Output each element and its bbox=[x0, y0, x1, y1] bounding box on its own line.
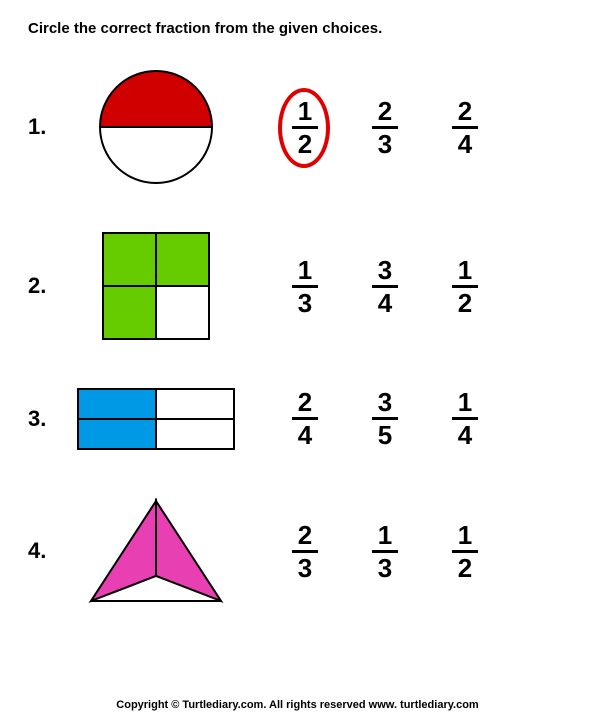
numerator: 1 bbox=[458, 522, 472, 548]
choices-row: 2 4 3 5 1 4 bbox=[286, 385, 484, 452]
fraction-choice[interactable]: 1 2 bbox=[446, 518, 484, 585]
denominator: 2 bbox=[298, 131, 312, 157]
denominator: 3 bbox=[378, 131, 392, 157]
denominator: 4 bbox=[458, 422, 472, 448]
fraction-choice[interactable]: 3 5 bbox=[366, 385, 404, 452]
denominator: 5 bbox=[378, 422, 392, 448]
fraction-choice[interactable]: 1 3 bbox=[286, 253, 324, 320]
denominator: 2 bbox=[458, 290, 472, 316]
numerator: 2 bbox=[378, 98, 392, 124]
fraction-choice[interactable]: 2 3 bbox=[286, 518, 324, 585]
instruction: Circle the correct fraction from the giv… bbox=[28, 20, 567, 37]
footer-copyright: Copyright © Turtlediary.com. All rights … bbox=[0, 699, 595, 711]
fraction-choice[interactable]: 3 4 bbox=[366, 253, 404, 320]
numerator: 1 bbox=[298, 257, 312, 283]
numerator: 1 bbox=[458, 389, 472, 415]
fraction-choice[interactable]: 2 4 bbox=[286, 385, 324, 452]
numerator: 2 bbox=[458, 98, 472, 124]
fraction-choice[interactable]: 1 2 bbox=[286, 94, 324, 161]
numerator: 1 bbox=[458, 257, 472, 283]
denominator: 2 bbox=[458, 555, 472, 581]
denominator: 4 bbox=[298, 422, 312, 448]
choices-row: 2 3 1 3 1 2 bbox=[286, 518, 484, 585]
fraction-choice[interactable]: 1 2 bbox=[446, 253, 484, 320]
fraction-choice[interactable]: 1 3 bbox=[366, 518, 404, 585]
denominator: 4 bbox=[378, 290, 392, 316]
problem-1: 1. 1 2 2 3 2 4 bbox=[28, 67, 567, 187]
fraction-choice[interactable]: 2 3 bbox=[366, 94, 404, 161]
denominator: 3 bbox=[298, 290, 312, 316]
numerator: 3 bbox=[378, 389, 392, 415]
problems-list: 1. 1 2 2 3 2 4 2. bbox=[28, 67, 567, 606]
numerator: 1 bbox=[378, 522, 392, 548]
fraction-choice[interactable]: 2 4 bbox=[446, 94, 484, 161]
square-2x2-icon bbox=[101, 231, 211, 341]
problem-number: 3. bbox=[28, 406, 56, 432]
numerator: 2 bbox=[298, 389, 312, 415]
circle-half-icon bbox=[96, 67, 216, 187]
denominator: 3 bbox=[298, 555, 312, 581]
problem-3: 3. 2 4 3 5 1 4 bbox=[28, 385, 567, 452]
numerator: 2 bbox=[298, 522, 312, 548]
rect-2x2-icon bbox=[76, 387, 236, 451]
problem-2: 2. 1 3 3 4 1 2 bbox=[28, 231, 567, 341]
shape-circle-half bbox=[76, 67, 236, 187]
fraction-choice[interactable]: 1 4 bbox=[446, 385, 484, 452]
numerator: 3 bbox=[378, 257, 392, 283]
problem-number: 4. bbox=[28, 538, 56, 564]
choices-row: 1 2 2 3 2 4 bbox=[286, 94, 484, 161]
problem-4: 4. 2 3 1 3 1 2 bbox=[28, 496, 567, 606]
problem-number: 2. bbox=[28, 273, 56, 299]
denominator: 4 bbox=[458, 131, 472, 157]
problem-number: 1. bbox=[28, 114, 56, 140]
shape-square-quarters bbox=[76, 231, 236, 341]
numerator: 1 bbox=[298, 98, 312, 124]
shape-rect-quarters bbox=[76, 387, 236, 451]
denominator: 3 bbox=[378, 555, 392, 581]
shape-triangle-thirds bbox=[76, 496, 236, 606]
choices-row: 1 3 3 4 1 2 bbox=[286, 253, 484, 320]
triangle-thirds-icon bbox=[86, 496, 226, 606]
fraction-bar bbox=[292, 126, 318, 129]
